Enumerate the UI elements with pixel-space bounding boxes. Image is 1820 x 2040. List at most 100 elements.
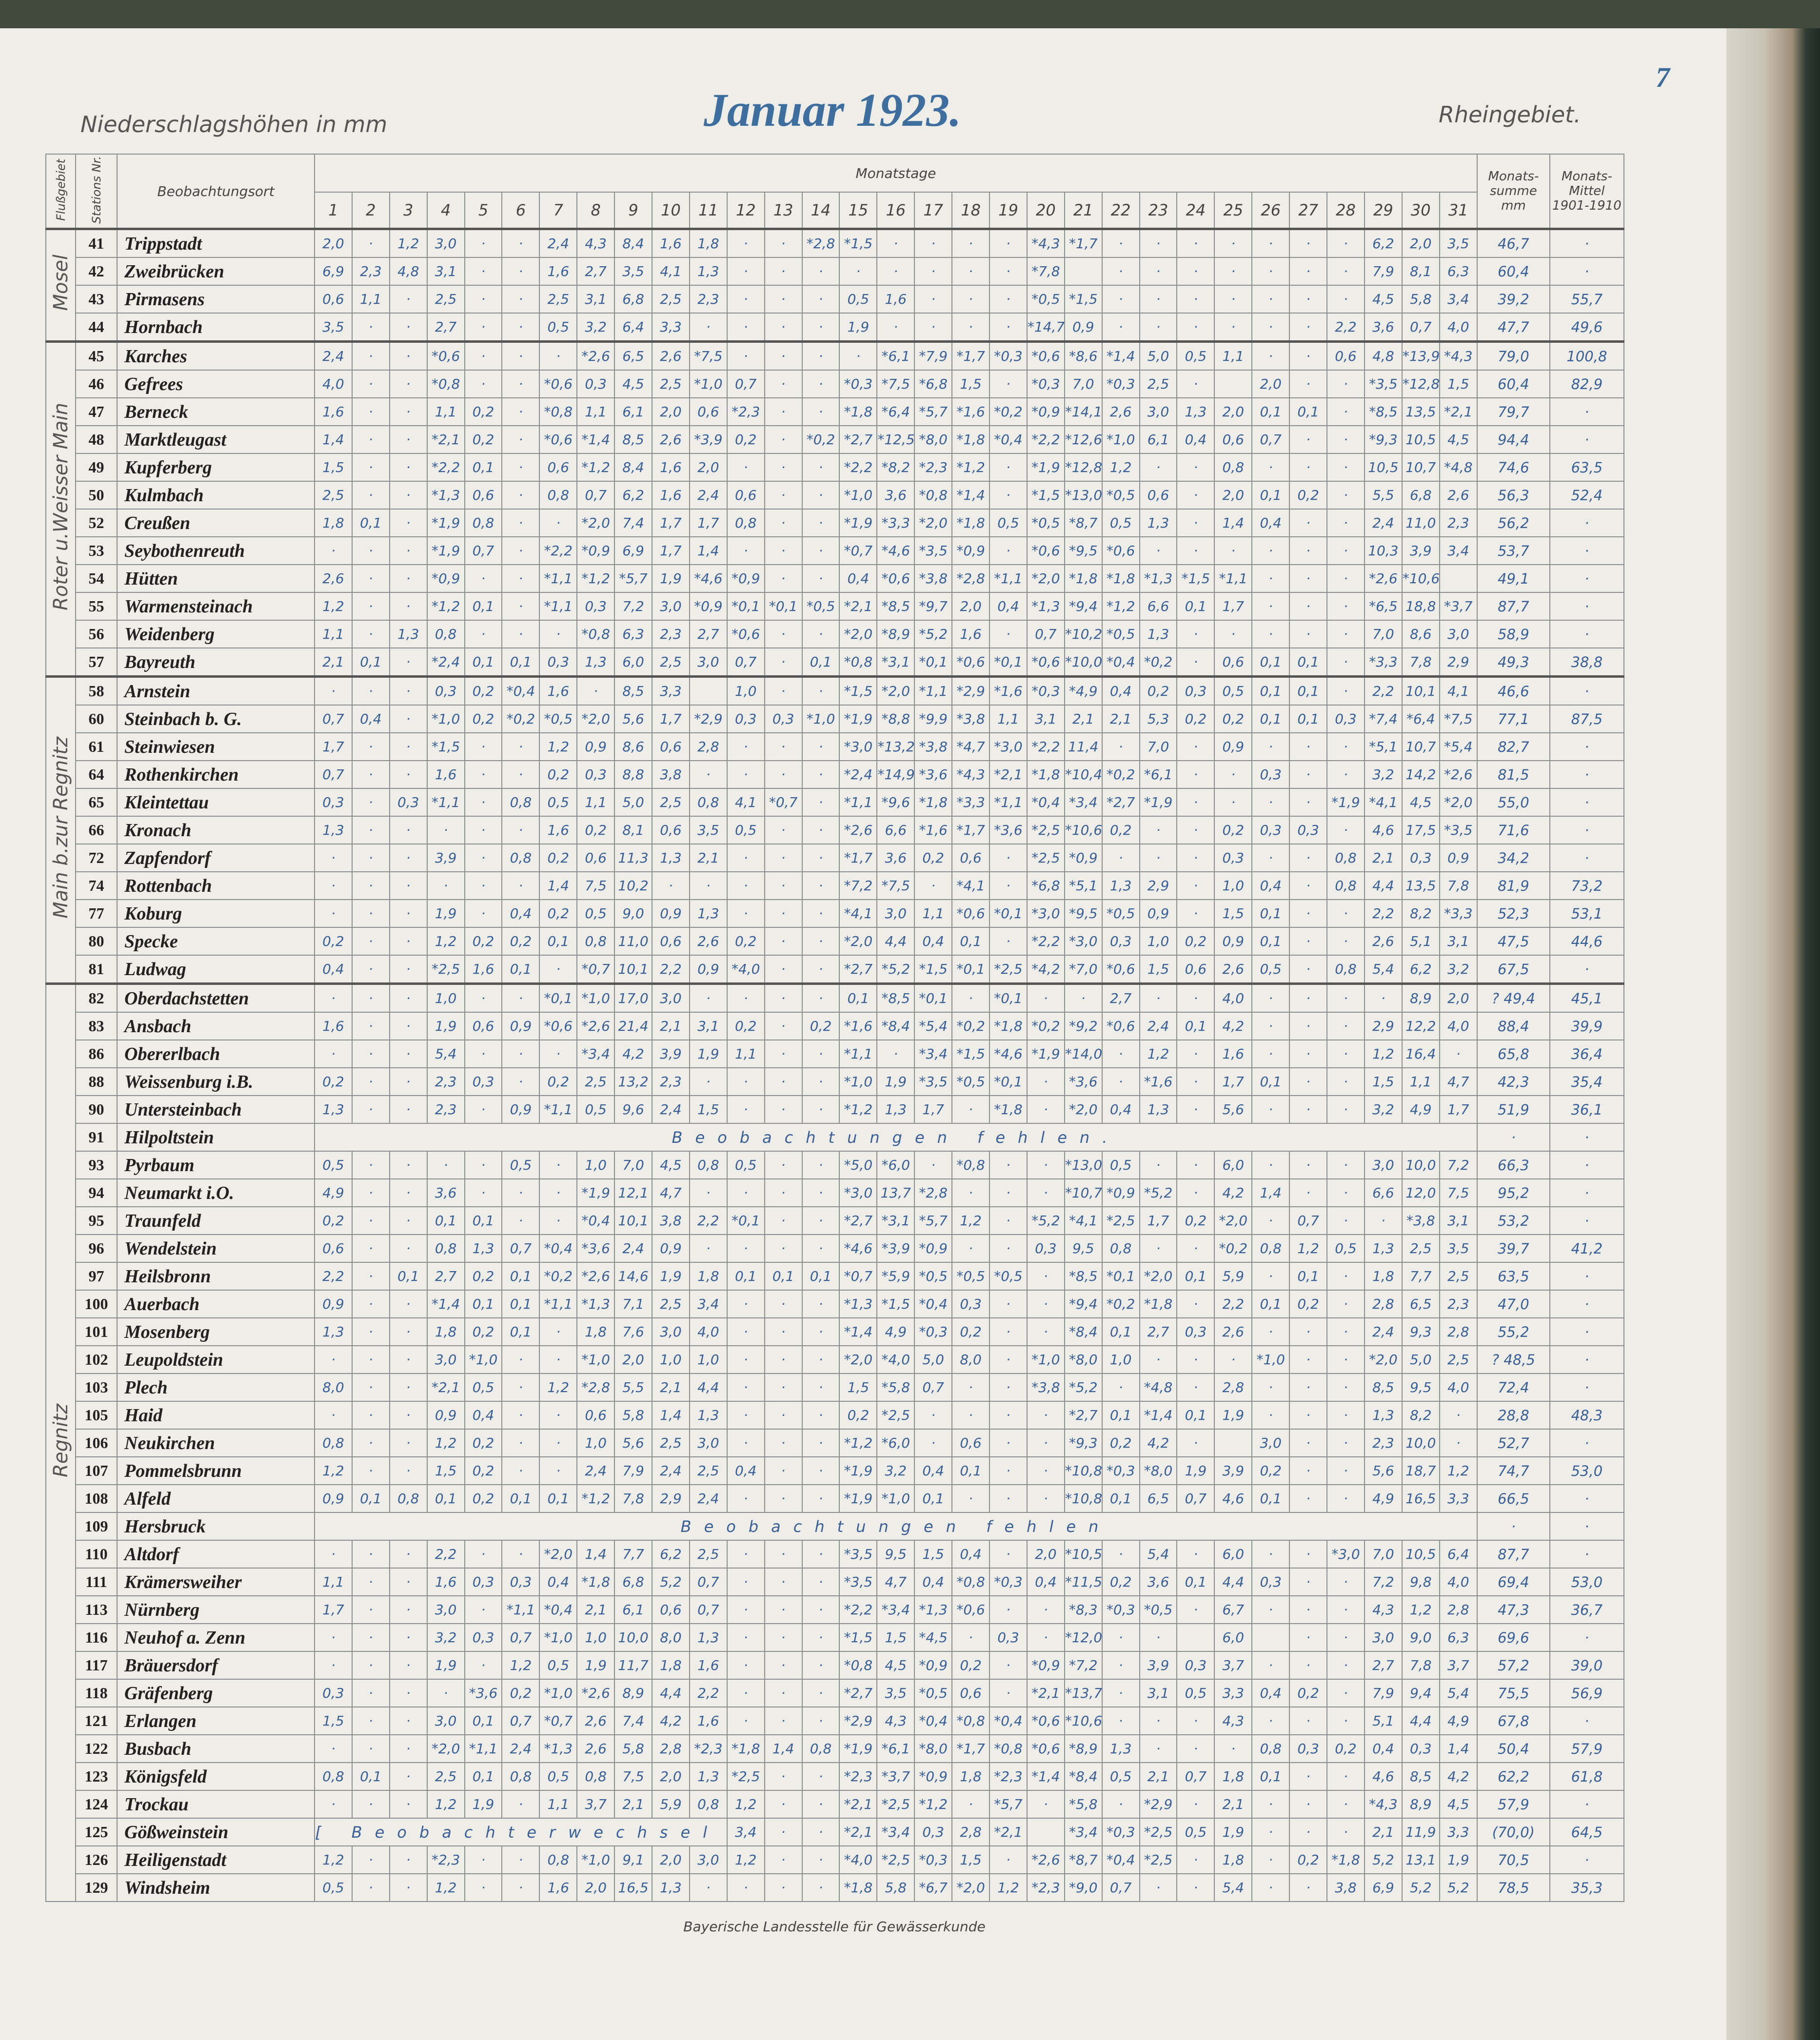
day-value: 3,2 xyxy=(426,1623,465,1652)
long-term-mean: · xyxy=(1549,257,1624,286)
station-no: 109 xyxy=(75,1512,118,1541)
day-value: *12,6 xyxy=(1064,425,1103,454)
day-value: *2,0 xyxy=(839,1345,878,1374)
station-name: Gefrees xyxy=(117,370,315,398)
day-value: *1,5 xyxy=(1176,564,1215,593)
day-value: · xyxy=(501,397,540,426)
day-value: 0,3 xyxy=(314,788,353,817)
day-value: *0,9 xyxy=(1026,1651,1065,1680)
day-value: · xyxy=(1139,285,1178,314)
day-value: 1,5 xyxy=(1139,955,1178,984)
day-value: · xyxy=(351,1178,390,1207)
day-value: · xyxy=(1289,285,1328,314)
day-value: · xyxy=(1139,1151,1178,1179)
day-value: · xyxy=(764,843,803,872)
long-term-mean: 52,4 xyxy=(1549,481,1624,510)
day-value: · xyxy=(464,982,503,1013)
day-value: *9,4 xyxy=(1064,592,1103,621)
day-value: 1,3 xyxy=(314,1317,353,1346)
monthly-sum: 74,6 xyxy=(1476,453,1550,482)
header-day: 12 xyxy=(726,192,765,230)
day-value: · xyxy=(801,509,840,537)
day-value: 2,4 xyxy=(314,340,353,371)
station-no: 72 xyxy=(75,843,118,872)
day-value: *0,4 xyxy=(989,425,1028,454)
station-row: 52 Creußen 1,8 0,1 · *1,9 0,8 · · *2,0 7,4 1,7 1,7 0,… xyxy=(46,509,1624,537)
day-value: *2,1 xyxy=(1026,1679,1065,1707)
day-value: · xyxy=(351,1595,390,1624)
station-row: 122 Busbach · · · *2,0 *1,1 2,4 *1,3 2,6 5,8 2,8 *2,… xyxy=(46,1734,1624,1763)
day-value: 1,2 xyxy=(389,228,428,258)
station-no: 122 xyxy=(75,1734,118,1763)
day-value: 8,5 xyxy=(614,675,653,706)
day-value: *1,4 xyxy=(839,1317,878,1346)
monthly-sum: 49,3 xyxy=(1476,647,1550,677)
station-row: 105 Haid · · · 0,9 0,4 · · 0,6 5,8 1,4 1,3 · · · 0,2 *2,5… xyxy=(46,1401,1624,1430)
day-value: 1,0 xyxy=(576,1151,615,1179)
day-value: · xyxy=(726,1651,765,1680)
day-value: *1,2 xyxy=(576,453,615,482)
day-value: 5,4 xyxy=(1364,955,1403,984)
day-value: *8,4 xyxy=(1064,1762,1103,1791)
day-value: · xyxy=(764,1568,803,1596)
day-value: *0,5 xyxy=(1101,481,1140,510)
day-value: · xyxy=(351,1540,390,1569)
day-value: 1,2 xyxy=(1289,1234,1328,1263)
day-value: · xyxy=(1289,1401,1328,1430)
station-no: 123 xyxy=(75,1762,118,1791)
day-value: 2,3 xyxy=(1439,1290,1478,1318)
day-value: 4,2 xyxy=(1214,1012,1253,1040)
station-no: 86 xyxy=(75,1040,118,1068)
day-value: *10,5 xyxy=(1064,1540,1103,1569)
day-value: 1,8 xyxy=(1214,1762,1253,1791)
long-term-mean: 36,4 xyxy=(1549,1040,1624,1068)
day-value: · xyxy=(1289,1790,1328,1819)
day-value: 6,0 xyxy=(1214,1151,1253,1179)
day-value: · xyxy=(501,1401,540,1430)
day-value: *2,6 xyxy=(576,1679,615,1707)
day-value: · xyxy=(501,228,540,258)
day-value: *0,1 xyxy=(1101,1262,1140,1291)
day-value: · xyxy=(951,1373,990,1402)
day-value: *1,8 xyxy=(989,1095,1028,1124)
day-value: 0,5 xyxy=(989,509,1028,537)
station-row: 54 Hütten 2,6 · · *0,9 · · *1,1 *1,2 *5,7 1,9 *4,6 *0… xyxy=(46,564,1624,593)
day-value: 1,6 xyxy=(314,397,353,426)
day-value: *2,3 xyxy=(839,1762,878,1791)
day-value: 0,2 xyxy=(1214,705,1253,733)
day-value: 1,5 xyxy=(1364,1067,1403,1096)
day-value: · xyxy=(501,816,540,844)
day-value: 0,4 xyxy=(839,564,878,593)
day-value: 0,1 xyxy=(1176,592,1215,621)
day-value: 1,2 xyxy=(1401,1595,1440,1624)
day-value: 0,4 xyxy=(1251,509,1290,537)
day-value: *4,3 xyxy=(1026,228,1065,258)
day-value: 0,1 xyxy=(464,1707,503,1735)
day-value: *1,1 xyxy=(539,592,578,621)
station-no: 113 xyxy=(75,1595,118,1624)
header-day: 27 xyxy=(1289,192,1328,230)
day-value: 9,4 xyxy=(1401,1679,1440,1707)
day-value: *6,0 xyxy=(876,1429,915,1457)
day-value: · xyxy=(1101,313,1140,342)
day-value: · xyxy=(351,1234,390,1263)
station-row: 86 Obererlbach · · · 5,4 · · · *3,4 4,2 3,9 1,9 1,1 · ·… xyxy=(46,1040,1624,1068)
day-value: · xyxy=(351,871,390,900)
day-value: · xyxy=(1289,1429,1328,1457)
day-value: *3,5 xyxy=(839,1540,878,1569)
day-value: *1,2 xyxy=(426,592,465,621)
monthly-sum: 52,7 xyxy=(1476,1429,1550,1457)
day-value: · xyxy=(801,1290,840,1318)
long-term-mean: · xyxy=(1549,397,1624,426)
day-value: *0,5 xyxy=(1101,620,1140,648)
day-value: · xyxy=(1214,228,1253,258)
day-value: · xyxy=(389,370,428,398)
monthly-sum: 53,2 xyxy=(1476,1206,1550,1235)
day-value: 0,3 xyxy=(1289,1734,1328,1763)
day-value: 3,2 xyxy=(876,1456,915,1485)
day-value: · xyxy=(1289,1178,1328,1207)
day-value: 4,1 xyxy=(726,788,765,817)
day-value: *3,6 xyxy=(464,1679,503,1707)
day-value: 2,3 xyxy=(351,257,390,286)
day-value: *8,5 xyxy=(876,982,915,1013)
